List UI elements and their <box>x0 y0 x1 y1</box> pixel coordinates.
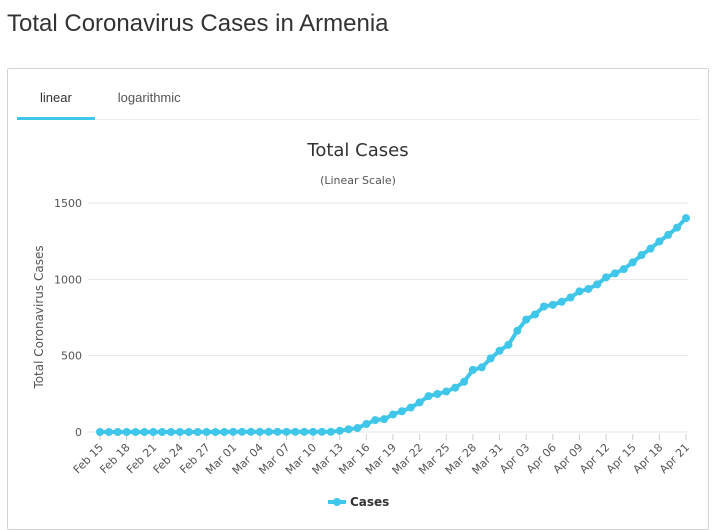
y-axis-label: Total Coronavirus Cases <box>32 245 46 389</box>
legend-marker-icon <box>333 498 341 506</box>
data-point[interactable] <box>468 365 477 374</box>
tab-linear[interactable]: linear <box>17 81 95 120</box>
data-point[interactable] <box>220 428 229 436</box>
data-point[interactable] <box>104 428 113 436</box>
y-tick-label: 0 <box>75 426 82 439</box>
data-point[interactable] <box>326 427 335 436</box>
data-point[interactable] <box>131 428 140 436</box>
data-point[interactable] <box>442 387 451 396</box>
data-point[interactable] <box>433 389 442 398</box>
y-tick-label: 1000 <box>54 273 82 286</box>
data-point[interactable] <box>513 326 522 335</box>
data-point[interactable] <box>682 214 690 223</box>
data-point[interactable] <box>362 420 371 429</box>
data-point[interactable] <box>291 427 300 436</box>
legend-label: Cases <box>350 495 389 509</box>
data-point[interactable] <box>664 230 673 239</box>
data-point[interactable] <box>495 346 504 355</box>
series-line <box>100 216 688 434</box>
data-point[interactable] <box>317 427 326 436</box>
scale-tabs: linear logarithmic <box>17 81 700 120</box>
chart-panel: linear logarithmic <box>7 68 709 530</box>
data-point[interactable] <box>593 280 602 289</box>
data-point[interactable] <box>531 310 540 319</box>
data-point[interactable] <box>451 383 460 392</box>
data-point[interactable] <box>584 284 593 293</box>
data-point[interactable] <box>655 237 664 246</box>
x-tick-label: Apr 21 <box>657 441 692 476</box>
tab-logarithmic[interactable]: logarithmic <box>117 90 181 105</box>
data-point[interactable] <box>380 415 389 424</box>
data-point[interactable] <box>539 302 548 311</box>
y-tick-label: 500 <box>61 350 82 363</box>
data-point[interactable] <box>673 223 682 232</box>
data-point[interactable] <box>637 251 646 260</box>
data-point[interactable] <box>566 293 575 302</box>
data-point[interactable] <box>282 427 291 436</box>
data-point[interactable] <box>122 428 131 436</box>
page-title: Total Coronavirus Cases in Armenia <box>7 10 389 37</box>
data-point[interactable] <box>184 428 193 436</box>
data-point[interactable] <box>619 265 628 274</box>
data-point[interactable] <box>504 340 513 349</box>
data-point[interactable] <box>273 427 282 436</box>
data-point[interactable] <box>238 427 247 436</box>
data-point[interactable] <box>167 428 176 436</box>
chart-svg: Total Cases (Linear Scale) Total Coronav… <box>32 140 692 509</box>
data-point[interactable] <box>175 428 184 436</box>
data-point[interactable] <box>415 398 424 407</box>
series-cases <box>96 214 690 436</box>
data-point[interactable] <box>548 300 557 309</box>
data-point[interactable] <box>344 425 353 434</box>
data-point[interactable] <box>246 427 255 436</box>
y-ticks: 0 500 1000 1500 <box>54 197 82 439</box>
data-point[interactable] <box>602 273 611 282</box>
data-point[interactable] <box>424 392 433 401</box>
data-point[interactable] <box>557 297 566 306</box>
data-point[interactable] <box>113 428 122 436</box>
data-point[interactable] <box>522 315 531 324</box>
data-point[interactable] <box>211 428 220 436</box>
chart-title: Total Cases <box>306 140 408 161</box>
data-point[interactable] <box>202 428 211 436</box>
data-point[interactable] <box>309 427 318 436</box>
data-point[interactable] <box>335 426 344 435</box>
data-point[interactable] <box>397 407 406 416</box>
data-point[interactable] <box>646 244 655 253</box>
data-point[interactable] <box>353 424 362 433</box>
data-point[interactable] <box>477 363 486 372</box>
data-point[interactable] <box>610 269 619 278</box>
data-point[interactable] <box>371 416 380 425</box>
data-point[interactable] <box>158 428 167 436</box>
data-point[interactable] <box>460 377 469 386</box>
grid <box>88 202 688 433</box>
data-point[interactable] <box>264 427 273 436</box>
data-point[interactable] <box>193 428 202 436</box>
data-point[interactable] <box>486 354 495 363</box>
data-point[interactable] <box>229 427 238 436</box>
y-tick-label: 1500 <box>54 197 82 210</box>
data-point[interactable] <box>300 427 309 436</box>
data-point[interactable] <box>389 410 397 419</box>
data-point[interactable] <box>149 428 158 436</box>
chart-subtitle: (Linear Scale) <box>320 174 396 187</box>
legend[interactable]: Cases <box>328 495 389 509</box>
data-point[interactable] <box>255 427 264 436</box>
data-point[interactable] <box>406 403 415 412</box>
data-point[interactable] <box>96 428 104 436</box>
data-point[interactable] <box>575 287 584 296</box>
data-point[interactable] <box>140 428 149 436</box>
data-point[interactable] <box>628 258 637 267</box>
